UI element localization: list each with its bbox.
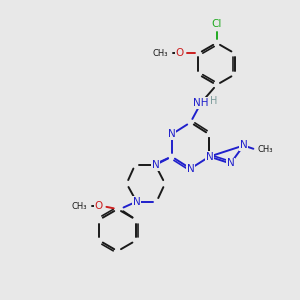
Text: N: N [206,152,213,162]
Text: N: N [187,164,194,174]
Text: CH₃: CH₃ [71,202,87,211]
Text: H: H [210,96,217,106]
Text: CH₃: CH₃ [258,146,273,154]
Text: N: N [152,160,159,170]
Text: N: N [240,140,248,151]
Text: O: O [176,48,184,59]
Text: N: N [226,158,234,169]
Text: N: N [168,129,176,140]
Text: O: O [94,201,103,211]
Text: NH: NH [193,98,209,108]
Text: CH₃: CH₃ [153,49,168,58]
Text: Cl: Cl [212,19,222,29]
Text: N: N [206,152,213,162]
Text: N: N [133,196,140,207]
